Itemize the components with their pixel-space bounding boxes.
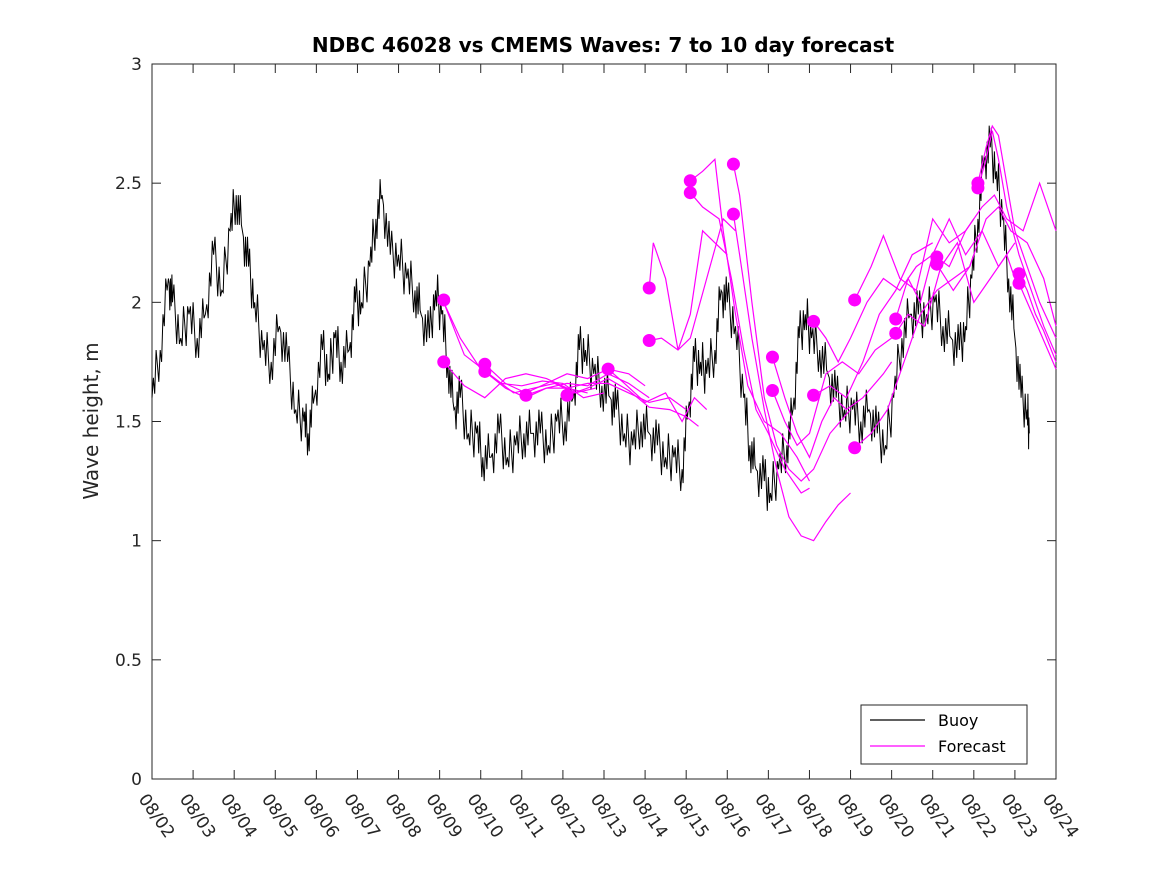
forecast-start-marker (765, 350, 779, 364)
forecast-line (484, 363, 646, 394)
forecast-line (771, 357, 893, 459)
forecast-line (854, 217, 975, 301)
forecast-start-marker (642, 281, 656, 295)
forecast-start-marker (560, 388, 574, 402)
forecast-start-marker (1012, 267, 1026, 281)
forecast-line (648, 229, 728, 351)
y-tick-label: 2 (131, 293, 142, 313)
forecast-series-group (443, 124, 1057, 542)
forecast-line (895, 241, 1016, 334)
forecast-line (649, 217, 736, 351)
forecast-start-marker (807, 388, 821, 402)
forecast-start-marker (683, 174, 697, 188)
forecast-start-marker (971, 181, 985, 195)
forecast-line (977, 124, 1057, 339)
legend-box (860, 704, 1028, 765)
buoy-series (151, 125, 1030, 511)
y-tick-label: 0.5 (115, 651, 142, 671)
forecast-line (443, 361, 588, 399)
forecast-line (732, 163, 851, 482)
forecast-start-marker (765, 384, 779, 398)
forecast-start-marker (726, 157, 740, 171)
forecast-line (854, 254, 975, 449)
forecast-start-marker (726, 207, 740, 221)
forecast-start-marker (478, 364, 492, 378)
forecast-start-marker (601, 362, 615, 376)
chart-title: NDBC 46028 vs CMEMS Waves: 7 to 10 day f… (312, 33, 895, 57)
forecast-start-marker (848, 293, 862, 307)
forecast-start-marker (807, 314, 821, 328)
forecast-line (732, 214, 851, 542)
forecast-line (813, 242, 934, 399)
forecast-start-marker (683, 186, 697, 200)
forecast-line (484, 371, 650, 399)
forecast-marker-group (437, 157, 1026, 455)
forecast-start-marker (889, 312, 903, 326)
y-tick-label: 1.5 (115, 413, 142, 433)
forecast-start-marker (1012, 276, 1026, 290)
forecast-start-marker (437, 355, 451, 369)
forecast-start-marker (848, 441, 862, 455)
forecast-line (566, 377, 699, 427)
forecast-start-marker (930, 257, 944, 271)
legend-label-buoy: Buoy (938, 711, 978, 730)
y-tick-label: 3 (131, 55, 142, 75)
forecast-line (936, 206, 1057, 327)
forecast-line (689, 192, 810, 494)
y-tick-label: 0 (131, 770, 142, 790)
buoy-line (151, 125, 1030, 511)
forecast-start-marker (519, 388, 533, 402)
forecast-line (689, 158, 811, 482)
legend: Buoy Forecast (860, 704, 1028, 765)
forecast-line (1018, 283, 1057, 370)
forecast-line (895, 217, 1016, 320)
forecast-start-marker (889, 326, 903, 340)
forecast-line (813, 254, 934, 364)
forecast-start-marker (437, 293, 451, 307)
forecast-start-marker (642, 333, 656, 347)
y-tick-label: 2.5 (115, 174, 142, 194)
y-tick-label: 1 (131, 532, 142, 552)
forecast-line (936, 181, 1057, 268)
forecast-line (607, 368, 708, 423)
forecast-line (977, 130, 1057, 356)
legend-label-forecast: Forecast (938, 737, 1006, 756)
forecast-line (771, 337, 892, 447)
y-axis-label: Wave height, m (79, 342, 103, 499)
forecast-line (525, 382, 687, 411)
